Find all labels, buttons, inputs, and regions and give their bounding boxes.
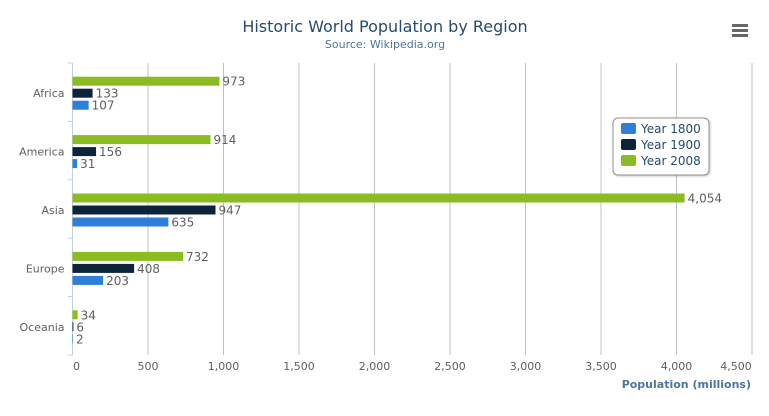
legend-item[interactable]: Year 1900 xyxy=(621,138,701,152)
legend-swatch xyxy=(621,123,636,134)
legend-item[interactable]: Year 2008 xyxy=(621,154,701,168)
category-label: America xyxy=(19,146,64,159)
bar[interactable] xyxy=(72,275,104,285)
bar[interactable] xyxy=(72,334,74,344)
tick-label: 3,500 xyxy=(585,360,617,373)
data-label: 732 xyxy=(186,250,209,264)
data-label: 635 xyxy=(171,216,194,230)
tick-label: 2,000 xyxy=(359,360,391,373)
bar[interactable] xyxy=(72,76,220,86)
data-label: 34 xyxy=(81,308,96,322)
legend: Year 1800 Year 1900 Year 2008 xyxy=(612,117,710,176)
legend-swatch xyxy=(621,139,636,150)
legend-label: Year 2008 xyxy=(640,154,701,168)
chart-subtitle: Source: Wikipedia.org xyxy=(325,38,445,51)
bar[interactable] xyxy=(72,205,216,215)
data-label: 947 xyxy=(218,204,241,218)
data-label: 408 xyxy=(137,262,160,276)
legend-item[interactable]: Year 1800 xyxy=(621,122,701,136)
category-label: Oceania xyxy=(20,321,65,334)
bar[interactable] xyxy=(72,193,685,203)
bar[interactable] xyxy=(72,263,135,273)
data-label: 914 xyxy=(214,133,237,147)
bar[interactable] xyxy=(72,100,89,110)
data-label: 6 xyxy=(76,320,84,334)
bar[interactable] xyxy=(72,88,93,98)
legend-swatch xyxy=(621,155,636,166)
bar[interactable] xyxy=(72,322,74,332)
bar[interactable] xyxy=(72,217,169,227)
axis-title: Population (millions) xyxy=(622,378,751,391)
data-label: 973 xyxy=(222,75,245,89)
bar[interactable] xyxy=(72,251,184,261)
tick-label: 3,000 xyxy=(510,360,542,373)
data-label: 203 xyxy=(106,274,129,288)
bar[interactable] xyxy=(72,310,78,320)
tick-label: 1,000 xyxy=(208,360,240,373)
bar[interactable] xyxy=(72,135,211,145)
menu-icon[interactable] xyxy=(732,24,748,37)
tick-label: 1,500 xyxy=(283,360,315,373)
category-label: Europe xyxy=(26,262,65,275)
category-label: Asia xyxy=(41,204,64,217)
tick-label: 2,500 xyxy=(434,360,466,373)
data-label: 133 xyxy=(96,87,119,101)
legend-label: Year 1800 xyxy=(640,122,701,136)
data-label: 156 xyxy=(99,145,122,159)
tick-label: 500 xyxy=(138,360,159,373)
bar[interactable] xyxy=(72,159,78,169)
tick-label: 0 xyxy=(73,360,80,373)
category-label: Africa xyxy=(33,87,64,100)
chart-title: Historic World Population by Region xyxy=(242,17,527,36)
tick-label: 4,000 xyxy=(661,360,693,373)
data-label: 31 xyxy=(80,157,95,171)
bar[interactable] xyxy=(72,147,97,157)
legend-box xyxy=(612,117,710,176)
data-label: 2 xyxy=(76,332,84,346)
tick-label: 4,500 xyxy=(720,360,752,373)
data-label: 4,054 xyxy=(688,192,722,206)
data-label: 107 xyxy=(92,99,115,113)
legend-label: Year 1900 xyxy=(640,138,701,152)
